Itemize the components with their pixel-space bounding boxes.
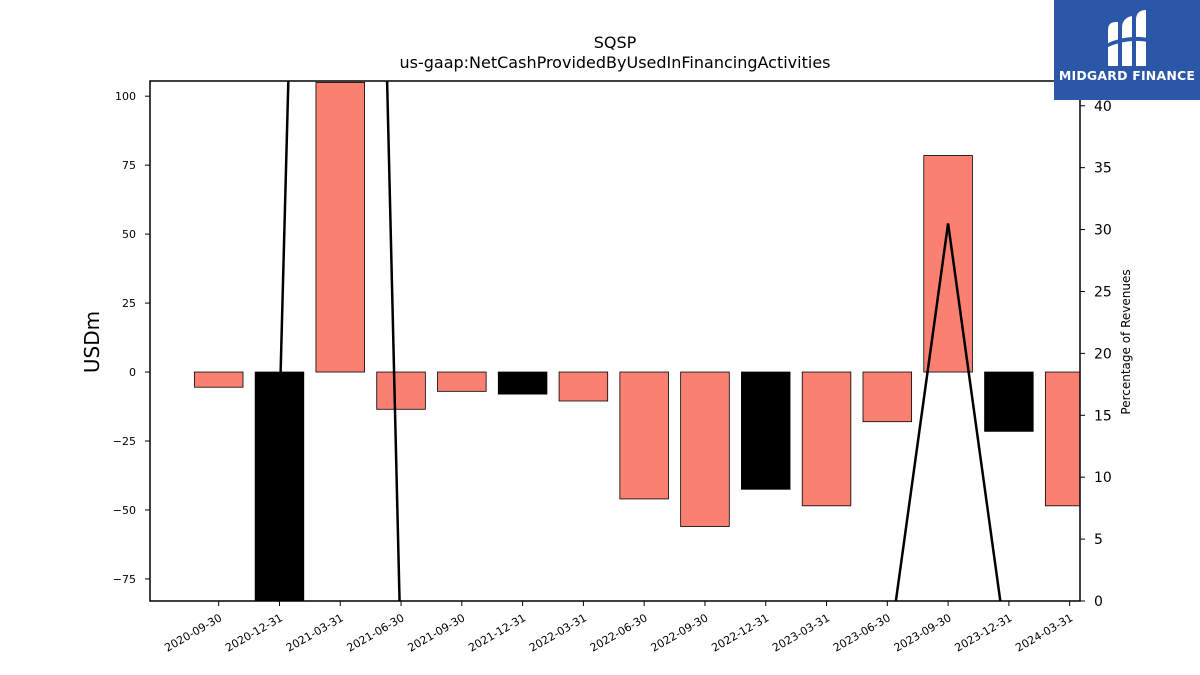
y-tick-label: −50 <box>113 504 136 517</box>
x-tick-label: 2022-06-30 <box>588 611 650 654</box>
bar-2023-03-31 <box>801 371 852 507</box>
y-tick-label: 25 <box>122 297 136 310</box>
midgard-logo: MIDGARD FINANCE <box>1054 0 1200 100</box>
x-tick-label: 2023-09-30 <box>892 611 954 654</box>
y2-tick-label: 15 <box>1094 408 1112 424</box>
logo-text: MIDGARD FINANCE <box>1058 68 1196 83</box>
x-tick-label: 2024-03-31 <box>1013 611 1075 654</box>
bar-2022-12-31 <box>741 371 791 490</box>
bar-2022-03-31 <box>558 371 609 402</box>
bar-2024-03-31 <box>1044 371 1080 507</box>
x-tick-label: 2020-09-30 <box>162 611 224 654</box>
x-tick-label: 2022-09-30 <box>649 611 711 654</box>
x-tick-label: 2021-03-31 <box>284 611 346 654</box>
y2-tick-label: 30 <box>1094 223 1112 239</box>
y2-tick-label: 25 <box>1094 284 1112 300</box>
x-tick-label: 2020-12-31 <box>223 611 285 654</box>
y-tick-label: 50 <box>122 228 136 241</box>
line-segment <box>894 223 950 601</box>
bar-2021-06-30 <box>376 371 426 410</box>
bar-2022-09-30 <box>680 371 730 527</box>
x-tick-label: 2021-09-30 <box>405 611 467 654</box>
y-tick-label: −75 <box>113 573 136 586</box>
line-segment <box>385 81 401 601</box>
right-axis: 0 5 10 15 20 25 30 35 40 <box>1080 99 1112 610</box>
left-axis: −75 −50 −25 0 25 50 75 100 <box>113 90 150 586</box>
x-tick-label: 2023-12-31 <box>953 611 1015 654</box>
y-tick-label: −25 <box>113 435 136 448</box>
y-tick-label: 75 <box>122 159 136 172</box>
line-segment <box>946 223 1002 601</box>
plot-frame <box>149 80 1081 602</box>
y2-tick-label: 20 <box>1094 346 1112 362</box>
bar-2023-12-31 <box>984 371 1034 432</box>
y-tick-label: 0 <box>129 366 136 379</box>
bar-2023-06-30 <box>862 371 913 423</box>
bar-2020-09-30 <box>193 371 244 388</box>
midgard-logo-icon <box>1106 10 1148 66</box>
x-tick-label: 2021-06-30 <box>345 611 407 654</box>
y-axis-label: USDm <box>80 311 104 373</box>
y2-tick-label: 5 <box>1094 532 1103 548</box>
x-tick-label: 2021-12-31 <box>466 611 528 654</box>
y2-tick-label: 40 <box>1094 99 1112 115</box>
y2-axis-label: Percentage of Revenues <box>1119 269 1133 414</box>
x-tick-label: 2022-03-31 <box>527 611 589 654</box>
y2-tick-label: 0 <box>1094 594 1103 610</box>
bar-2021-12-31 <box>497 371 548 395</box>
x-tick-label: 2023-03-31 <box>770 611 832 654</box>
bar-2021-03-31 <box>315 81 365 373</box>
line-group <box>278 81 1002 601</box>
x-axis: 2020-09-302020-12-312021-03-312021-06-30… <box>162 601 1075 655</box>
chart-title: SQSP <box>594 33 637 52</box>
x-tick-label: 2023-06-30 <box>831 611 893 654</box>
bar-2021-09-30 <box>437 371 487 392</box>
y2-tick-label: 10 <box>1094 470 1112 486</box>
bars-group <box>193 81 1080 601</box>
x-tick-label: 2022-12-31 <box>709 611 771 654</box>
y2-tick-label: 35 <box>1094 161 1112 177</box>
y-tick-label: 100 <box>115 90 136 103</box>
chart-subtitle: us-gaap:NetCashProvidedByUsedInFinancing… <box>399 53 830 72</box>
bar-2022-06-30 <box>619 371 669 500</box>
